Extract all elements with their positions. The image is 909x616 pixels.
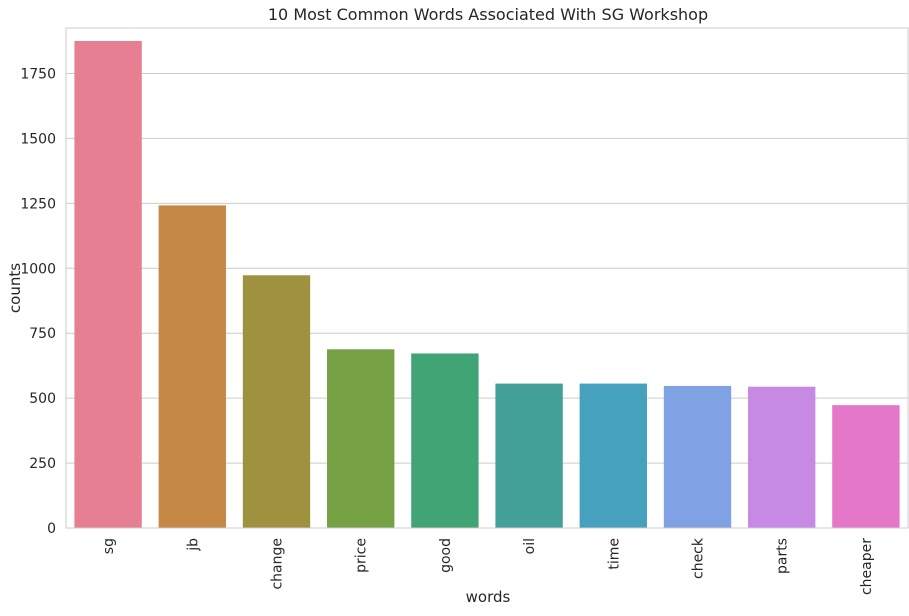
bar-good [411,353,479,528]
bar-price [327,349,395,528]
y-tick-label: 1750 [20,66,56,82]
y-tick-label: 500 [29,391,56,407]
x-tick-label: parts [775,538,791,574]
x-tick-label: oil [522,538,538,554]
bar-oil [495,383,563,528]
x-tick-label: check [691,537,707,579]
bar-time [579,383,647,528]
plot-frame [65,27,909,529]
x-axis-label: words [466,588,511,606]
y-tick-label: 250 [29,456,56,472]
bar-parts [748,386,816,528]
x-tick-label: time [606,538,622,570]
x-tick-label: change [270,538,286,590]
y-tick-label: 1500 [20,131,56,147]
y-tick-label: 1250 [20,196,56,212]
x-tick-label: good [438,538,454,573]
bar-sg [74,40,142,529]
bar-check [663,385,732,528]
bar-jb [158,205,226,529]
y-tick-labels: 0 250 500 750 1000 1250 1500 1750 [20,66,56,537]
y-tick-label: 750 [29,326,56,342]
bar-change [242,275,311,528]
x-tick-label: jb [185,538,201,552]
y-axis-label: counts [6,263,24,313]
x-tick-label: price [354,538,370,573]
chart-title: 10 Most Common Words Associated With SG … [268,5,708,24]
y-tick-label: 1000 [20,261,56,277]
x-tick-labels: sg jb change price good oil time check parts chea… [101,537,875,595]
x-tick-label: cheaper [859,538,875,595]
y-tick-label: 0 [47,521,56,537]
x-tick-label: sg [101,538,117,554]
bar-cheaper [832,405,900,528]
bars [74,40,900,529]
